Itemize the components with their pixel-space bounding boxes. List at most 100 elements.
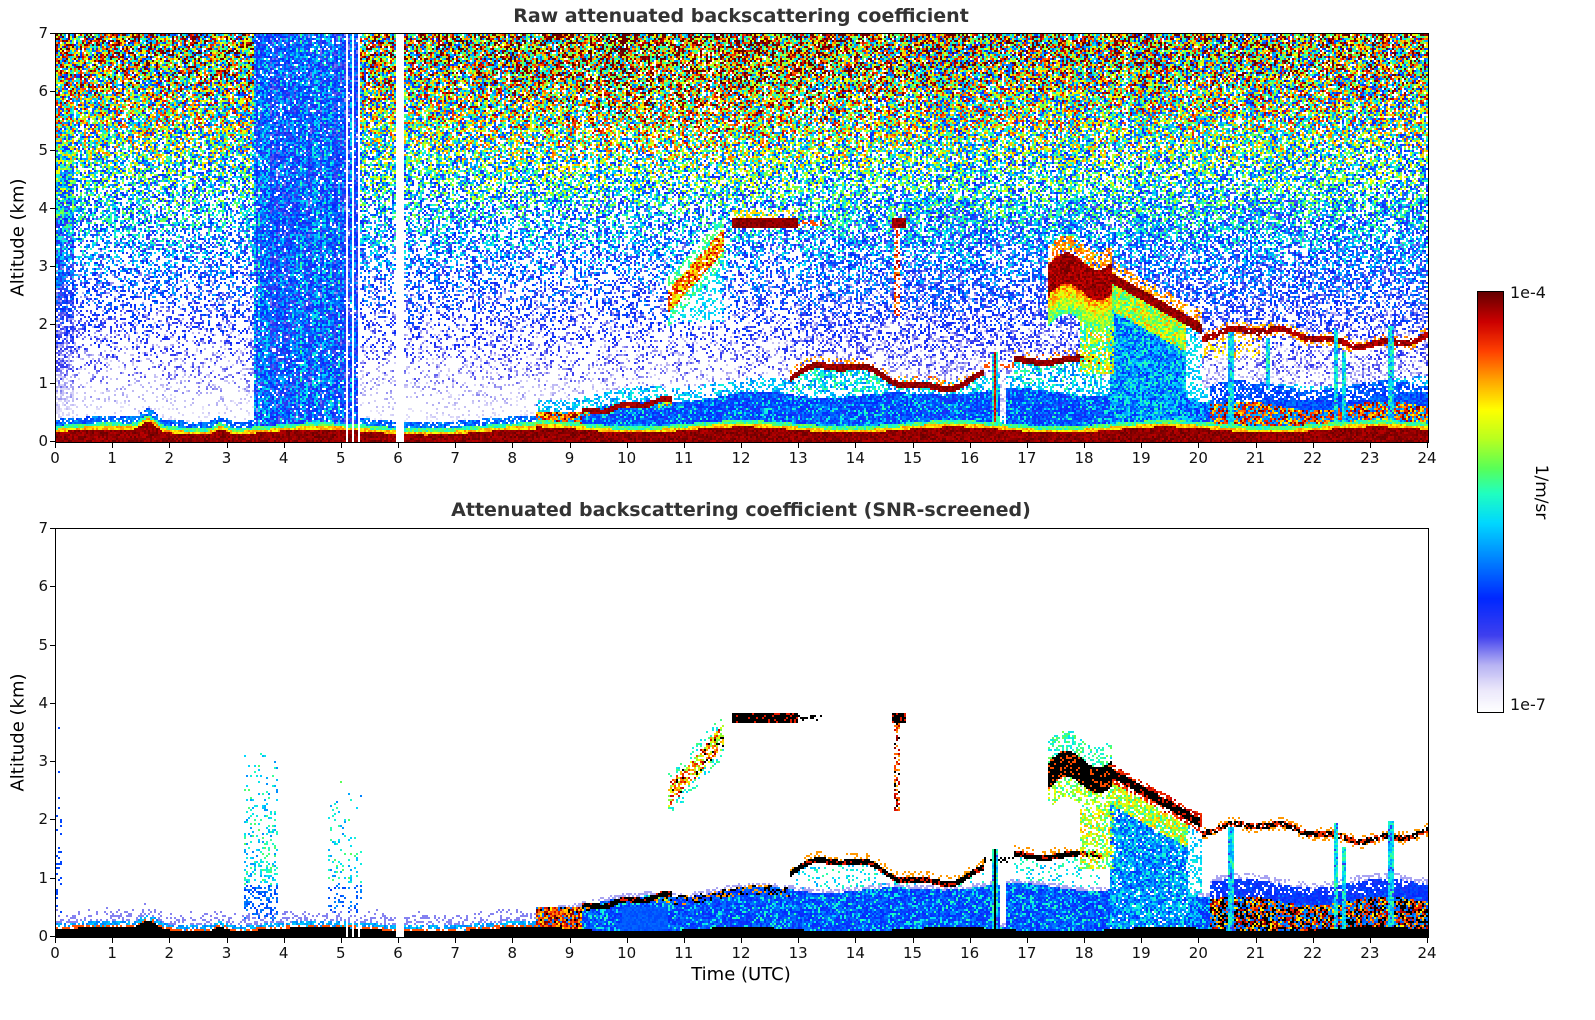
x-tick-mark <box>1312 938 1314 943</box>
x-tick-mark <box>912 938 914 943</box>
x-tick-label-screened-11: 11 <box>674 944 694 962</box>
x-tick-mark <box>455 938 457 943</box>
x-tick-label-screened-23: 23 <box>1360 944 1380 962</box>
y-tick-mark <box>50 149 55 151</box>
raw-ylabel: Altitude (km) <box>7 178 29 297</box>
x-tick-mark <box>1141 443 1143 448</box>
x-tick-mark <box>1427 938 1428 943</box>
y-tick-mark <box>50 207 55 209</box>
x-tick-label-screened-9: 9 <box>564 944 575 962</box>
y-tick-mark <box>50 819 55 821</box>
screened-ylabel: Altitude (km) <box>7 673 29 792</box>
y-tick-label-screened-7: 7 <box>38 519 48 537</box>
y-tick-label-screened-1: 1 <box>38 868 48 887</box>
x-tick-mark <box>626 938 628 943</box>
y-tick-mark <box>50 761 55 763</box>
x-tick-mark <box>169 938 171 943</box>
raw-panel-title: Raw attenuated backscattering coefficien… <box>513 5 969 27</box>
x-tick-label-screened-10: 10 <box>617 944 637 962</box>
x-tick-label-raw-16: 16 <box>960 449 980 467</box>
raw-panel <box>55 33 1429 443</box>
raw-heatmap-canvas <box>56 34 1428 442</box>
x-tick-label-raw-23: 23 <box>1360 449 1380 467</box>
y-tick-mark <box>50 266 55 268</box>
x-tick-label-screened-16: 16 <box>960 944 980 962</box>
x-tick-mark <box>969 938 971 943</box>
y-tick-label-screened-5: 5 <box>38 635 48 654</box>
x-tick-label-raw-12: 12 <box>731 449 751 467</box>
y-tick-mark <box>50 33 55 34</box>
x-tick-label-screened-14: 14 <box>845 944 865 962</box>
x-tick-mark <box>1026 938 1028 943</box>
x-tick-mark <box>855 938 857 943</box>
x-tick-label-raw-11: 11 <box>674 449 694 467</box>
x-tick-mark <box>55 938 56 943</box>
x-tick-label-raw-10: 10 <box>617 449 637 467</box>
colorbar-min-tick: 1e-7 <box>1510 695 1546 714</box>
x-tick-mark <box>55 443 56 448</box>
x-tick-label-raw-20: 20 <box>1188 449 1208 467</box>
x-tick-mark <box>226 938 228 943</box>
x-tick-label-raw-13: 13 <box>788 449 808 467</box>
x-tick-mark <box>855 443 857 448</box>
x-tick-label-screened-5: 5 <box>336 944 346 962</box>
y-tick-label-raw-1: 1 <box>38 373 48 392</box>
x-tick-mark <box>1026 443 1028 448</box>
x-tick-mark <box>455 443 457 448</box>
x-tick-label-raw-4: 4 <box>278 449 289 467</box>
x-tick-mark <box>1198 938 1200 943</box>
x-tick-mark <box>569 938 571 943</box>
y-tick-label-raw-0: 0 <box>38 432 48 450</box>
x-tick-mark <box>398 938 399 943</box>
colorbar-max-tick: 1e-4 <box>1510 283 1546 302</box>
x-tick-mark <box>512 443 514 448</box>
x-tick-mark <box>112 443 114 448</box>
y-tick-mark <box>50 936 55 937</box>
x-tick-label-screened-12: 12 <box>731 944 751 962</box>
screened-heatmap-canvas <box>56 529 1428 937</box>
x-tick-mark <box>1255 938 1257 943</box>
x-tick-mark <box>741 938 742 943</box>
x-tick-mark <box>112 938 114 943</box>
x-tick-mark <box>398 443 399 448</box>
x-tick-mark <box>912 443 914 448</box>
x-tick-label-raw-8: 8 <box>507 449 518 467</box>
x-tick-mark <box>283 938 285 943</box>
x-tick-label-screened-24: 24 <box>1417 944 1437 962</box>
x-tick-label-screened-20: 20 <box>1188 944 1208 962</box>
x-tick-mark <box>626 443 628 448</box>
x-tick-label-raw-21: 21 <box>1245 449 1266 467</box>
x-tick-mark <box>1084 443 1085 448</box>
x-tick-label-raw-2: 2 <box>164 449 175 467</box>
y-tick-mark <box>50 382 55 384</box>
x-tick-mark <box>683 938 685 943</box>
x-tick-mark <box>1084 938 1085 943</box>
x-tick-label-raw-7: 7 <box>450 449 460 467</box>
y-tick-label-screened-3: 3 <box>38 752 48 771</box>
colorbar-units-label: 1/m/sr <box>1531 464 1551 520</box>
x-tick-label-screened-19: 19 <box>1131 944 1151 962</box>
y-tick-mark <box>50 441 55 442</box>
x-tick-mark <box>340 938 342 943</box>
colorbar <box>1477 291 1504 713</box>
x-tick-mark <box>169 443 171 448</box>
x-tick-label-raw-1: 1 <box>107 449 117 467</box>
y-tick-label-raw-7: 7 <box>38 24 48 42</box>
x-tick-label-raw-24: 24 <box>1417 449 1437 467</box>
x-tick-label-screened-6: 6 <box>393 944 403 962</box>
x-tick-label-screened-21: 21 <box>1245 944 1266 962</box>
x-tick-label-raw-18: 18 <box>1074 449 1094 467</box>
x-tick-label-screened-2: 2 <box>164 944 175 962</box>
y-tick-label-raw-6: 6 <box>38 82 48 101</box>
y-tick-label-screened-4: 4 <box>38 693 48 712</box>
x-tick-label-raw-22: 22 <box>1303 449 1323 467</box>
x-tick-label-raw-9: 9 <box>564 449 575 467</box>
y-tick-mark <box>50 644 55 646</box>
y-tick-mark <box>50 877 55 879</box>
x-axis-label: Time (UTC) <box>691 964 791 985</box>
x-tick-mark <box>283 443 285 448</box>
x-tick-mark <box>1369 443 1371 448</box>
x-tick-mark <box>969 443 971 448</box>
x-tick-label-screened-7: 7 <box>450 944 460 962</box>
